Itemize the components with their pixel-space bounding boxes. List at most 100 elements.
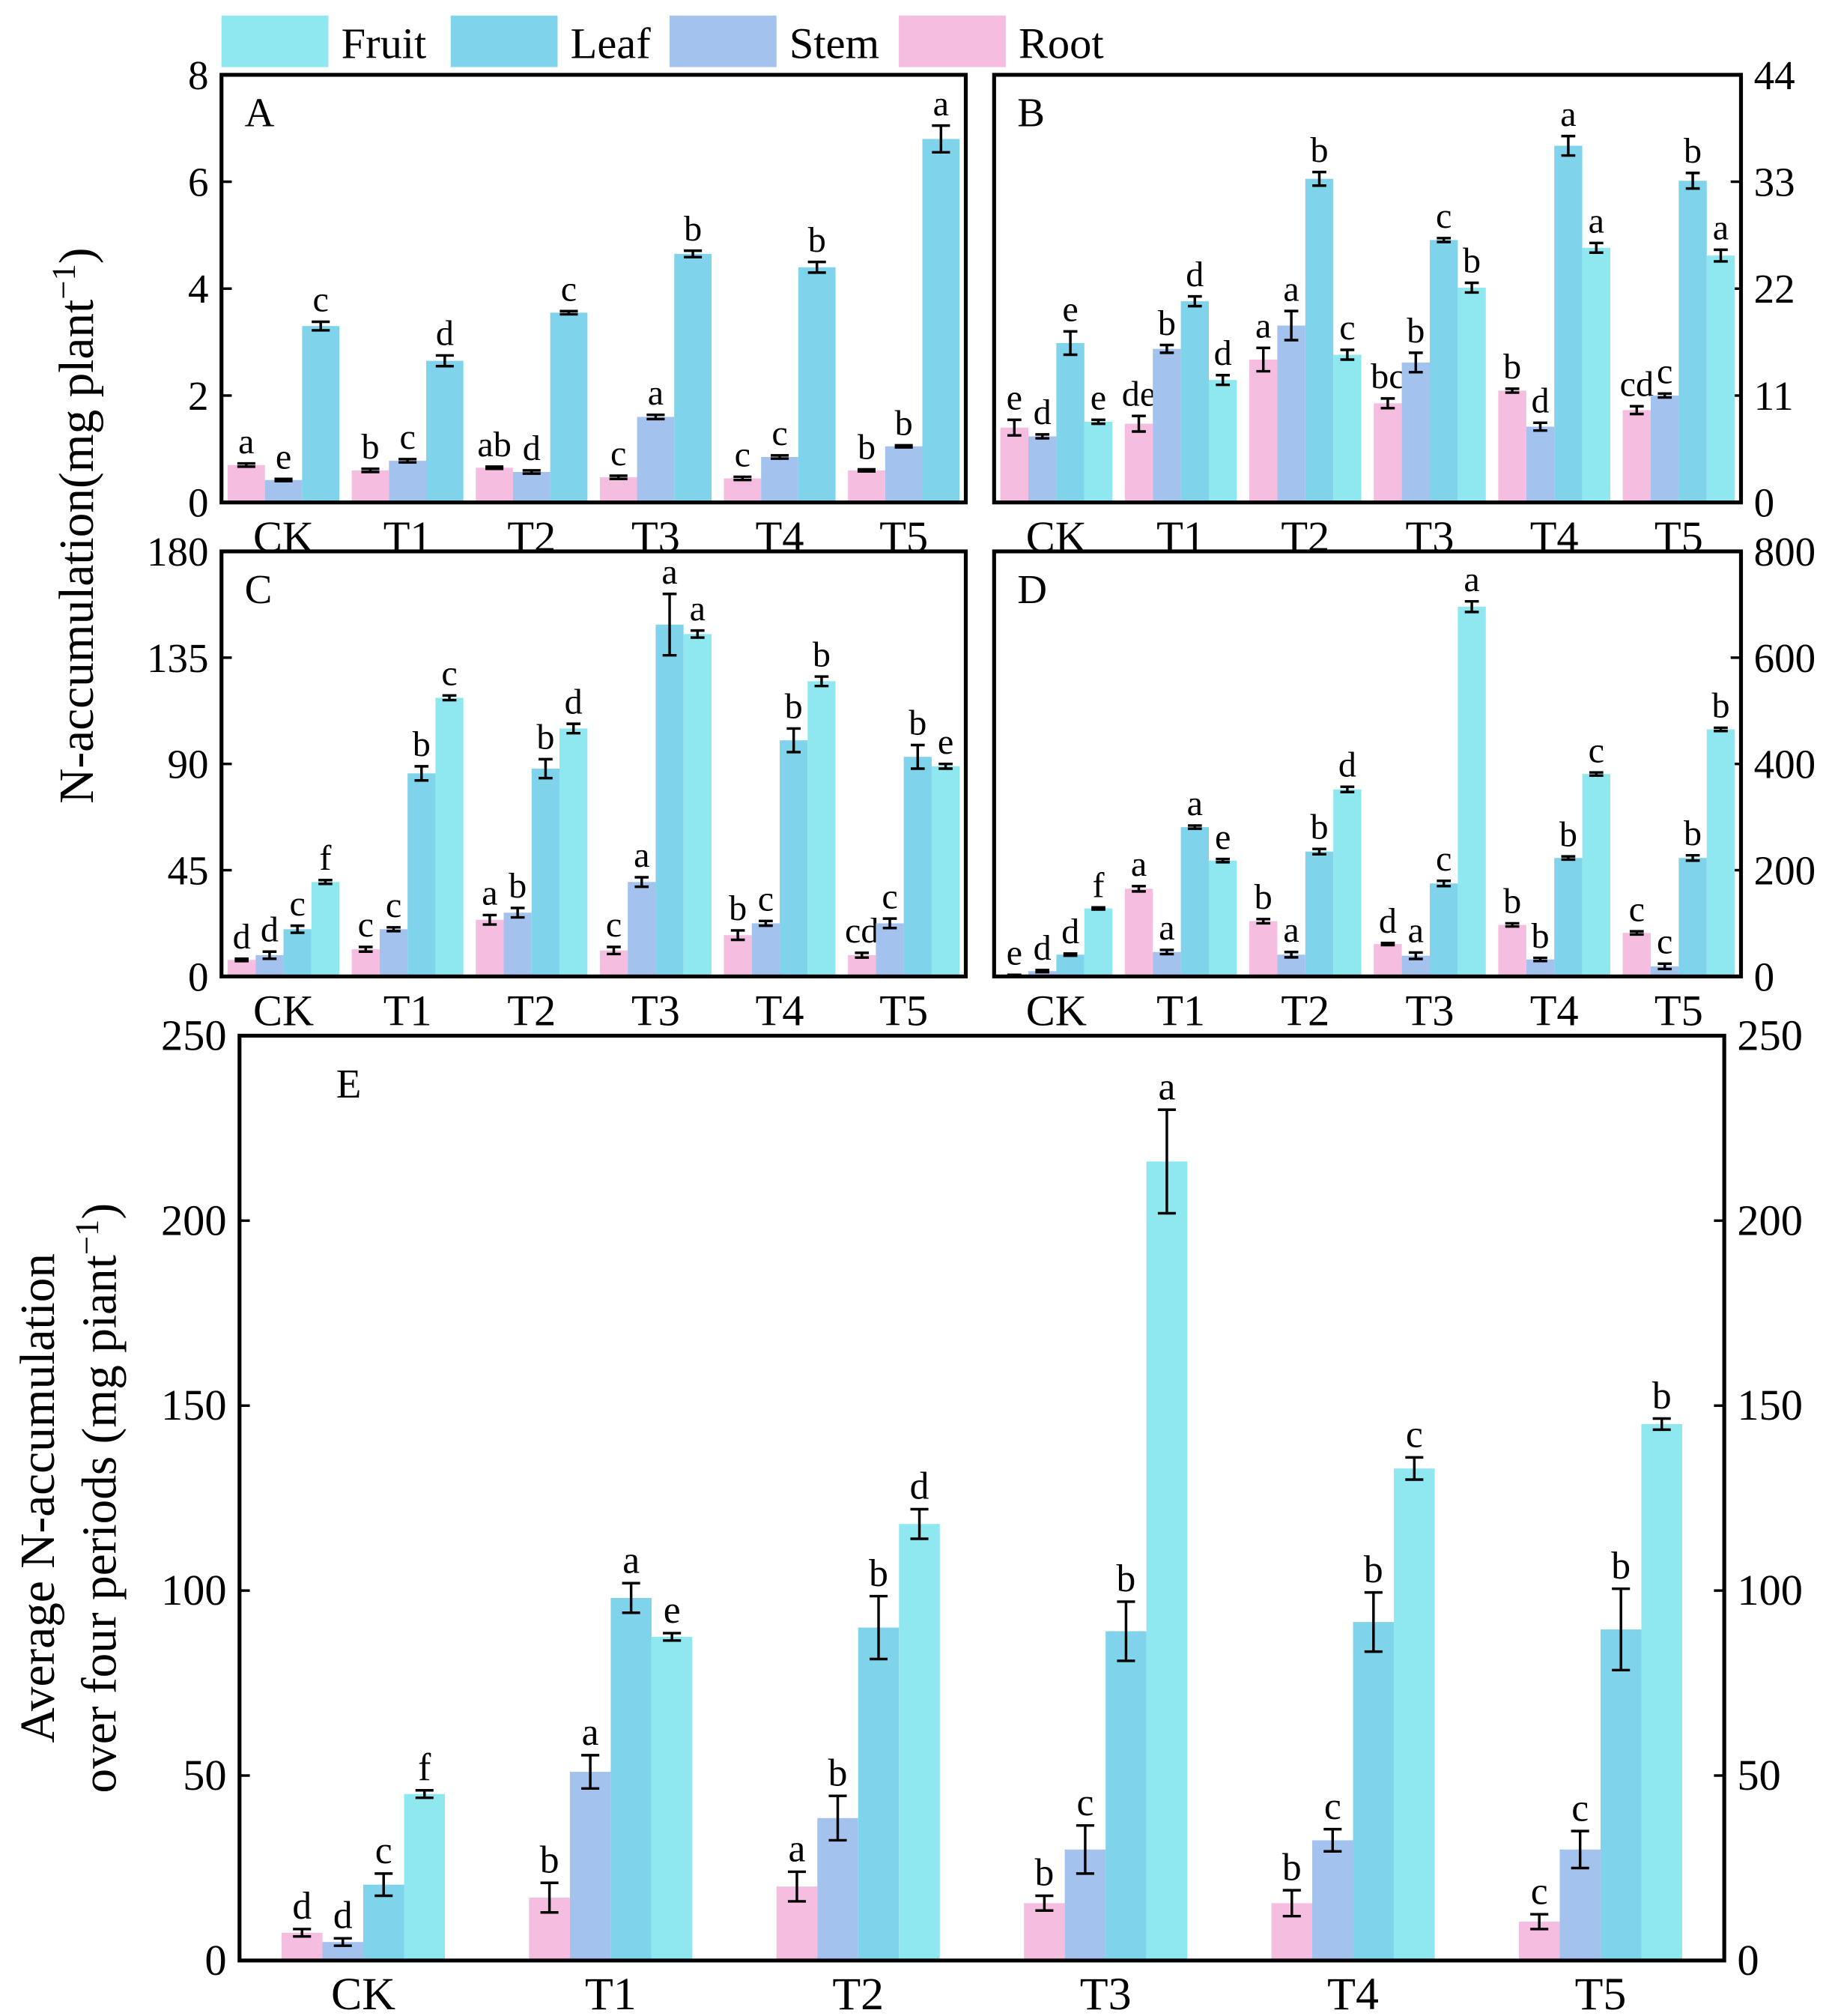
- x-tick-label: CK: [253, 987, 314, 1035]
- error-bar: [1530, 1913, 1549, 1931]
- x-tick-label: T3: [1080, 1969, 1132, 2016]
- legend-label: Leaf: [571, 19, 652, 68]
- bar: [599, 477, 637, 503]
- bar: [1312, 1840, 1353, 1961]
- significance-letter: cd: [1620, 364, 1654, 404]
- error-bar: [690, 629, 705, 639]
- significance-letter: e: [664, 1589, 681, 1632]
- bar: [1641, 1423, 1682, 1961]
- error-bar: [1035, 969, 1050, 974]
- y-tick-label: 22: [1754, 266, 1795, 312]
- bar: [817, 1817, 858, 1961]
- significance-letter: b: [361, 427, 379, 467]
- significance-letter: b: [1407, 311, 1425, 351]
- bar: [1582, 774, 1610, 977]
- y-tick-label: 250: [1737, 1011, 1803, 1059]
- bar: [351, 470, 389, 503]
- significance-letter: a: [238, 422, 254, 461]
- bar: [1249, 921, 1278, 977]
- significance-letter: d: [1186, 255, 1204, 294]
- bar: [807, 681, 836, 977]
- x-tick-label: T4: [756, 987, 804, 1035]
- significance-letter: c: [771, 414, 787, 453]
- error-bar: [1187, 294, 1202, 308]
- bar: [1105, 1631, 1147, 1961]
- significance-letter: c: [1657, 922, 1672, 962]
- bar: [283, 929, 312, 977]
- x-tick-label: T5: [1575, 1969, 1627, 2016]
- error-bar: [1364, 1590, 1383, 1653]
- error-bar: [566, 722, 580, 735]
- error-bar: [1216, 857, 1231, 864]
- error-bar: [1282, 1889, 1301, 1918]
- error-bar: [1533, 421, 1547, 432]
- panel-label: B: [1017, 90, 1045, 136]
- y-axis-label-e-line2: over four periods (mg piant−1): [68, 1203, 127, 1793]
- bar: [1498, 390, 1526, 503]
- error-bar: [290, 924, 305, 934]
- y-tick-label: 4: [188, 266, 209, 312]
- bar: [228, 960, 256, 977]
- significance-letter: b: [869, 1552, 888, 1595]
- bar: [1526, 959, 1555, 977]
- x-tick-label: T3: [631, 987, 680, 1035]
- bar: [1153, 951, 1181, 977]
- significance-letter: d: [565, 682, 583, 721]
- bar: [1582, 247, 1610, 503]
- y-axis-label-e-end: ): [73, 1203, 127, 1220]
- error-bar: [646, 413, 665, 421]
- significance-letter: b: [1503, 347, 1521, 387]
- significance-letter: e: [1215, 817, 1231, 857]
- bar: [637, 417, 675, 503]
- panel-label: A: [245, 90, 275, 136]
- error-bar: [1340, 348, 1355, 361]
- significance-letter: d: [1338, 745, 1356, 784]
- significance-letter: b: [1531, 916, 1549, 956]
- bar: [1084, 422, 1113, 503]
- error-bar: [1657, 962, 1672, 971]
- bar: [899, 1524, 940, 1961]
- x-tick-label: T3: [1406, 987, 1455, 1035]
- x-tick-label: T2: [832, 1969, 884, 2016]
- bar: [1353, 1622, 1395, 1961]
- bar: [379, 929, 408, 977]
- error-bar: [1561, 134, 1576, 157]
- error-bar: [539, 757, 553, 780]
- error-bar: [1323, 1827, 1342, 1853]
- significance-letter: d: [1531, 381, 1549, 421]
- bar: [407, 773, 436, 977]
- error-bar: [333, 1937, 352, 1947]
- bar: [1526, 426, 1555, 503]
- bar: [311, 882, 340, 977]
- y-tick-label: 8: [188, 52, 209, 98]
- error-bar: [374, 1872, 393, 1898]
- y-axis-label-sup: −1: [45, 264, 82, 300]
- bar: [476, 467, 513, 503]
- bar: [569, 1772, 611, 1961]
- x-tick-label: T5: [879, 987, 928, 1035]
- bar: [761, 457, 798, 503]
- x-tick-label: CK: [1026, 512, 1087, 561]
- bar: [1622, 933, 1651, 977]
- y-axis-label-e-line1: Average N-accumulation: [11, 1253, 65, 1743]
- bar: [1429, 240, 1458, 503]
- error-bar: [1035, 433, 1050, 440]
- significance-letter: c: [610, 434, 626, 473]
- bar: [1554, 145, 1583, 503]
- error-bar: [938, 762, 953, 770]
- error-bar: [1256, 346, 1271, 373]
- significance-letter: a: [622, 1540, 640, 1582]
- error-bar: [828, 1794, 847, 1842]
- y-tick-label: 200: [161, 1196, 227, 1244]
- y-tick-label: 90: [168, 742, 209, 787]
- bar: [724, 478, 762, 503]
- significance-letter: d: [292, 1885, 312, 1928]
- significance-letter: c: [375, 1829, 392, 1872]
- bar: [751, 923, 780, 977]
- legend-label: Fruit: [342, 19, 427, 68]
- y-tick-label: 600: [1754, 635, 1816, 681]
- error-bar: [361, 467, 380, 473]
- x-tick-label: T1: [383, 987, 432, 1035]
- bar: [559, 728, 588, 977]
- significance-letter: d: [1034, 928, 1052, 968]
